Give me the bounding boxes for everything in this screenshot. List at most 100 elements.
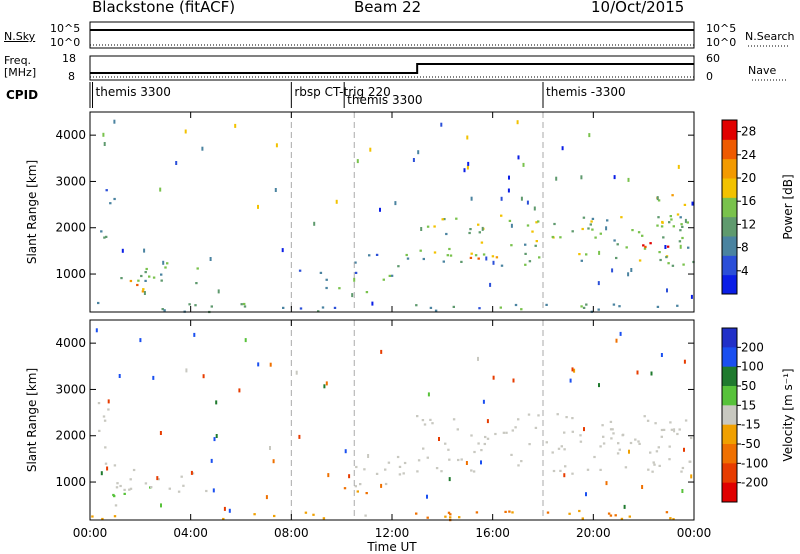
data-cell: [665, 256, 668, 259]
colorbar-segment: [722, 405, 737, 426]
data-cell: [166, 262, 169, 265]
data-cell: [98, 429, 101, 432]
data-cell: [534, 244, 537, 247]
data-cell: [321, 306, 325, 309]
data-cell: [429, 306, 433, 309]
data-cell: [422, 257, 425, 261]
data-cell: [421, 419, 425, 422]
data-cell: [534, 426, 538, 429]
data-cell: [422, 447, 425, 450]
scatter-cell: [275, 143, 278, 148]
data-cell: [456, 428, 459, 431]
data-cell: [354, 485, 357, 488]
data-cell: [578, 253, 581, 256]
data-cell: [651, 470, 654, 473]
data-cell: [396, 455, 400, 459]
data-cell: [403, 461, 407, 465]
nave-tick-bottom: 0: [706, 70, 713, 83]
data-cell: [628, 515, 631, 518]
scatter-cell: [597, 281, 600, 286]
data-cell: [440, 470, 443, 473]
data-cell: [140, 274, 143, 278]
data-cell: [668, 445, 671, 448]
colorbar-segment: [722, 424, 737, 445]
data-cell: [580, 259, 583, 262]
scatter-cell: [213, 437, 216, 442]
data-cell: [531, 230, 534, 233]
data-cell: [656, 305, 660, 308]
data-cell: [551, 235, 554, 239]
data-cell: [683, 203, 687, 206]
data-cell: [426, 456, 429, 459]
data-cell: [660, 428, 664, 432]
scatter-cell: [598, 250, 601, 255]
data-cell: [646, 419, 650, 422]
scatter-cell: [492, 375, 495, 380]
data-cell: [657, 446, 660, 449]
data-cell: [591, 217, 595, 220]
data-cell: [431, 422, 434, 425]
data-cell: [253, 513, 256, 516]
colorbar-segment: [722, 463, 737, 484]
data-cell: [528, 260, 532, 263]
data-cell: [649, 451, 652, 454]
data-cell: [168, 487, 171, 490]
colorbar-segment: [722, 178, 737, 198]
data-cell: [508, 219, 512, 222]
data-cell: [494, 432, 497, 436]
scatter-cell: [371, 301, 374, 306]
data-cell: [444, 515, 447, 518]
scatter-cell: [585, 492, 587, 497]
data-cell: [571, 417, 574, 420]
data-cell: [599, 445, 602, 448]
scatter-cell: [588, 133, 591, 138]
data-cell: [656, 224, 659, 227]
data-cell: [641, 234, 644, 237]
colorbar-tick-label: 200: [741, 340, 764, 354]
data-cell: [500, 264, 504, 267]
data-cell: [433, 251, 437, 254]
data-cell: [472, 470, 476, 473]
data-cell: [560, 445, 563, 448]
data-cell: [618, 305, 621, 308]
scatter-cell: [438, 437, 440, 441]
scatter-cell: [485, 256, 488, 261]
scatter-cell: [298, 434, 301, 439]
data-cell: [419, 249, 422, 252]
data-cell: [615, 256, 618, 260]
panel-bg: [90, 320, 694, 520]
y-tick-label: 3000: [55, 174, 86, 188]
data-cell: [517, 464, 520, 467]
data-cell: [145, 267, 148, 271]
cpid-label: CPID: [6, 88, 39, 102]
data-cell: [624, 466, 628, 469]
scatter-cell: [605, 226, 608, 231]
data-cell: [304, 511, 308, 514]
scatter-cell: [507, 188, 510, 193]
scatter-cell: [265, 495, 268, 500]
colorbar-tick-label: -200: [741, 476, 768, 490]
scatter-cell: [684, 218, 687, 223]
data-cell: [333, 306, 337, 309]
data-cell: [591, 228, 594, 231]
colorbar-segment: [722, 158, 737, 179]
scatter-cell: [477, 356, 479, 361]
data-cell: [643, 247, 647, 250]
scatter-cell: [323, 384, 326, 389]
colorbar-tick-label: 12: [741, 217, 756, 231]
data-cell: [205, 489, 208, 493]
data-cell: [468, 231, 471, 235]
scatter-cell: [683, 447, 685, 452]
scatter-cell: [202, 374, 205, 379]
data-cell: [398, 473, 402, 476]
data-cell: [113, 197, 116, 201]
colorbar-tick-label: 15: [741, 398, 756, 412]
data-cell: [113, 464, 117, 467]
data-cell: [390, 274, 394, 277]
data-cell: [188, 303, 191, 306]
data-cell: [537, 220, 540, 223]
scatter-cell: [190, 470, 193, 475]
scatter-cell: [412, 158, 415, 162]
data-cell: [665, 511, 669, 514]
data-cell: [243, 305, 247, 308]
